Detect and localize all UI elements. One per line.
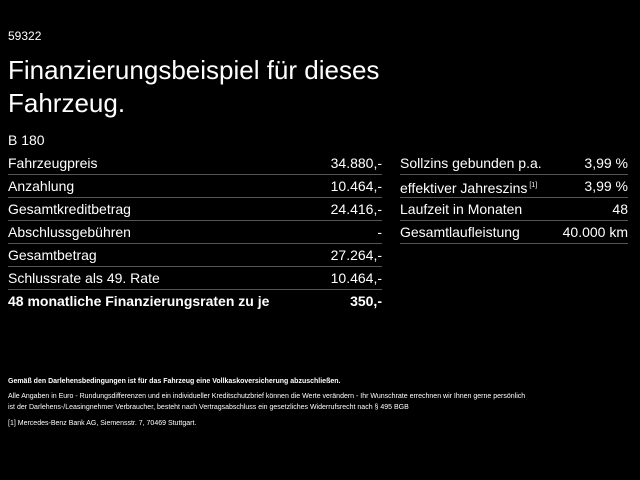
row-value: 3,99 % xyxy=(584,178,628,194)
table-row: Abschlussgebühren - xyxy=(8,221,382,244)
row-label: Gesamtbetrag xyxy=(8,247,97,263)
model: B 180 xyxy=(8,132,45,148)
table-row: Schlussrate als 49. Rate 10.464,- xyxy=(8,267,382,290)
note-text: Mercedes-Benz Bank AG, Siemensstr. 7, 70… xyxy=(17,420,197,427)
row-value: 350,- xyxy=(350,293,382,309)
row-value: 3,99 % xyxy=(584,155,628,171)
table-row: Fahrzeugpreis 34.880,- xyxy=(8,152,382,175)
row-value: 34.880,- xyxy=(330,155,382,171)
row-label: 48 monatliche Finanzierungsraten zu je xyxy=(8,293,270,309)
title: Finanzierungsbeispiel für dieses Fahrzeu… xyxy=(8,54,379,120)
table-row: Anzahlung 10.464,- xyxy=(8,175,382,198)
row-label: Gesamtkreditbetrag xyxy=(8,201,131,217)
row-label: Gesamtlaufleistung xyxy=(400,224,520,240)
table-row: effektiver Jahreszins [1] 3,99 % xyxy=(400,175,628,198)
footnote: ist der Darlehens-/Leasingnehmer Verbrau… xyxy=(8,404,409,411)
row-value: 40.000 km xyxy=(562,224,628,240)
row-value: 27.264,- xyxy=(330,247,382,263)
table-row: Gesamtbetrag 27.264,- xyxy=(8,244,382,267)
row-label: Abschlussgebühren xyxy=(8,224,131,240)
table-row: Laufzeit in Monaten 48 xyxy=(400,198,628,221)
table-row: Gesamtlaufleistung 40.000 km xyxy=(400,221,628,244)
row-label: Schlussrate als 49. Rate xyxy=(8,270,160,286)
row-value: 24.416,- xyxy=(330,201,382,217)
row-value: - xyxy=(377,224,382,240)
table-row: Sollzins gebunden p.a. 3,99 % xyxy=(400,152,628,175)
code: 59322 xyxy=(8,29,42,43)
row-value: 10.464,- xyxy=(330,270,382,286)
footnote: Gemäß den Darlehensbedingungen ist für d… xyxy=(8,378,341,385)
row-label: Sollzins gebunden p.a. xyxy=(400,155,542,171)
row-label: Anzahlung xyxy=(8,178,75,194)
row-label: Fahrzeugpreis xyxy=(8,155,98,171)
row-label: effektiver Jahreszins [1] xyxy=(400,180,538,196)
note-mark: [1] xyxy=(529,182,538,189)
row-value: 10.464,- xyxy=(330,178,382,194)
title-line: Finanzierungsbeispiel für dieses xyxy=(8,55,380,85)
footnote: [1] Mercedes-Benz Bank AG, Siemensstr. 7… xyxy=(8,420,196,427)
row-value: 48 xyxy=(612,201,628,217)
table-row: 48 monatliche Finanzierungsraten zu je 35… xyxy=(8,290,382,313)
footnote: Alle Angaben in Euro - Rundungsdifferenz… xyxy=(8,393,526,400)
table-row: Gesamtkreditbetrag 24.416,- xyxy=(8,198,382,221)
note-mark: [1] xyxy=(8,420,16,427)
title-line: Fahrzeug. xyxy=(8,88,126,118)
row-label: Laufzeit in Monaten xyxy=(400,201,523,217)
